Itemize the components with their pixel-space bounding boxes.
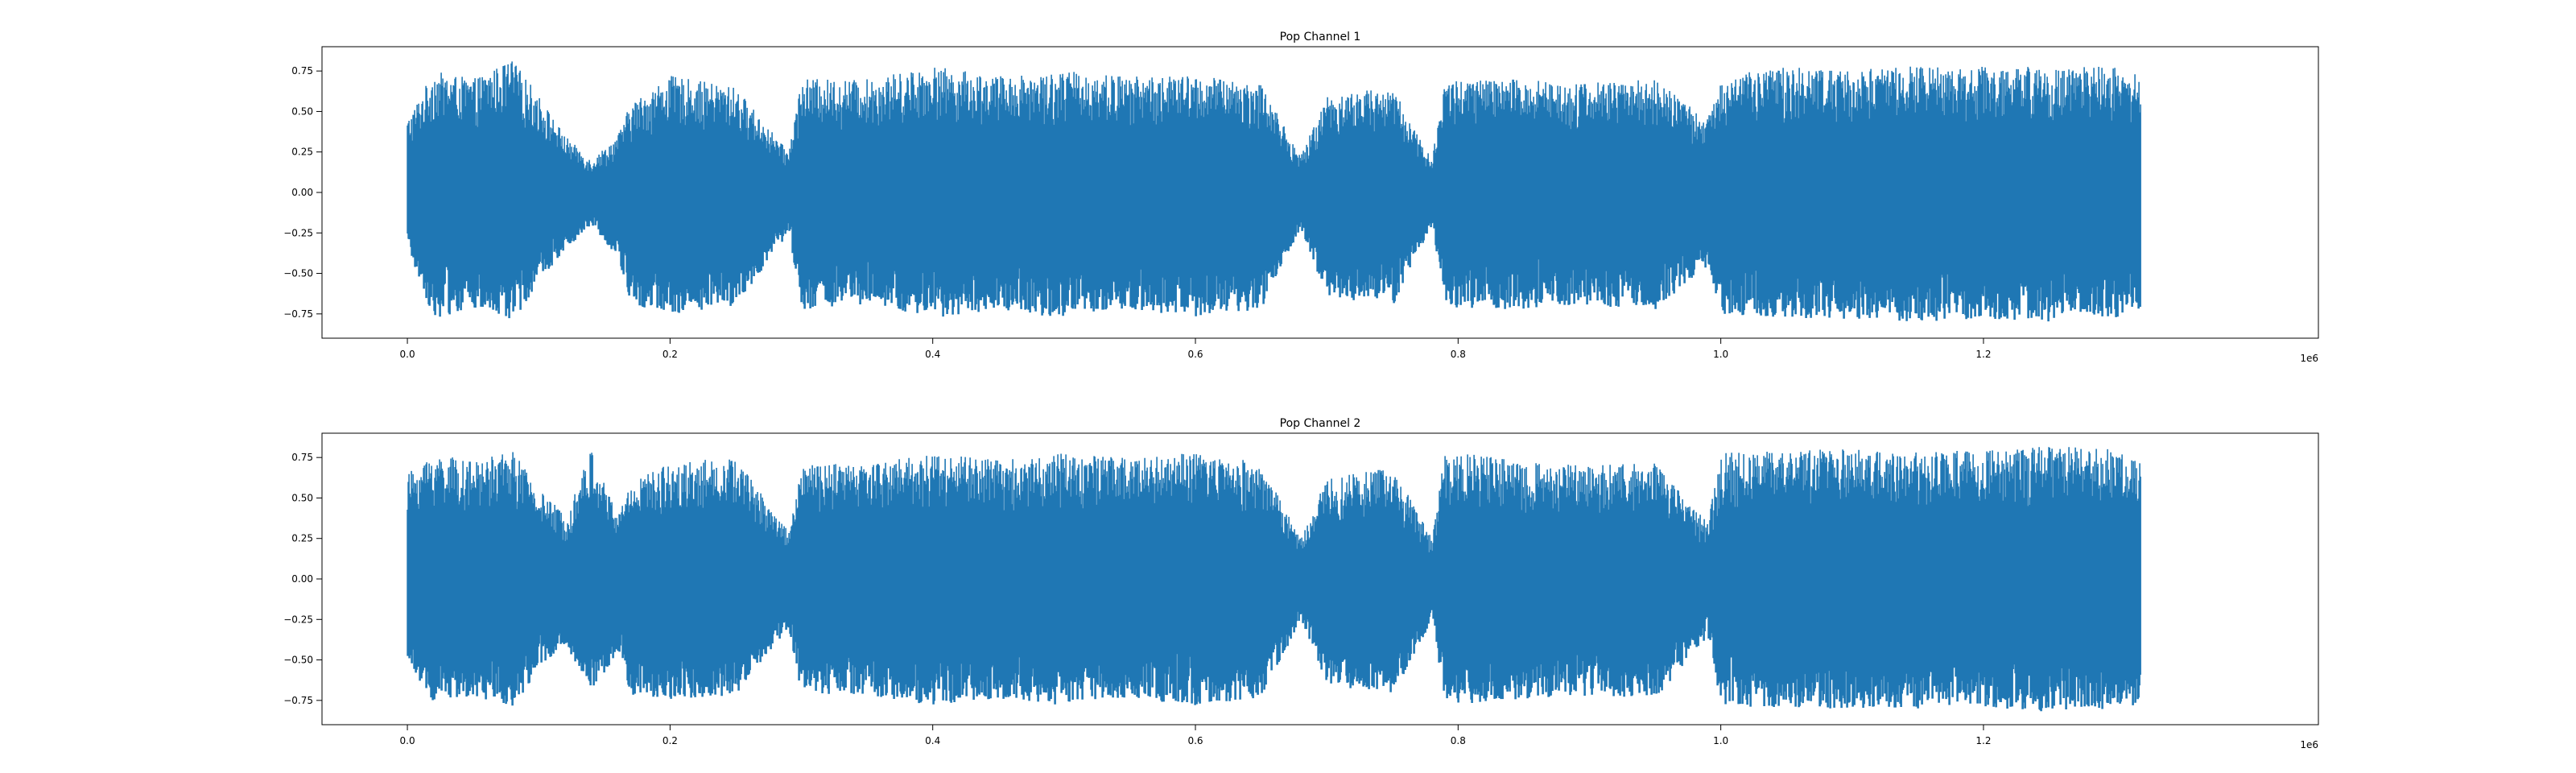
y-tick-label: −0.75 <box>283 695 313 706</box>
y-tick-label: 0.00 <box>291 187 313 198</box>
x-offset-label: 1e6 <box>2300 353 2318 364</box>
y-tick-label: 0.75 <box>291 452 313 463</box>
y-tick-label: 0.25 <box>291 147 313 158</box>
axes: 0.0 0.2 0.4 0.6 0.8 1.0 1.2 0.75 0.50 0.25 0.00 −0.… <box>283 452 1991 746</box>
y-tick-label: 0.25 <box>291 533 313 544</box>
x-tick-label: 1.2 <box>1975 735 1991 746</box>
y-tick-label: −0.50 <box>283 655 313 666</box>
plot-frame <box>321 46 2319 339</box>
y-tick-label: −0.50 <box>283 268 313 279</box>
y-tick-label: 0.50 <box>291 492 313 503</box>
x-tick-label: 0.4 <box>925 735 940 746</box>
x-tick-label: 0.8 <box>1451 349 1466 360</box>
subplot-1: Pop Channel 1 0.0 0.2 0.4 0.6 0.8 1.0 1.20.750… <box>283 31 2319 364</box>
plot-frame <box>321 432 2319 725</box>
y-tick-label: −0.25 <box>283 227 313 238</box>
y-tick-label: −0.75 <box>283 308 313 320</box>
y-tick-label: 0.00 <box>291 573 313 585</box>
subplot-title: Pop Channel 2 <box>1280 417 1361 430</box>
x-tick-label: 1.2 <box>1975 349 1991 360</box>
y-tick-label: 0.75 <box>291 65 313 76</box>
axes: 0.0 0.2 0.4 0.6 0.8 1.0 1.2 0.75 0.50 0.25 0.00 −0.… <box>283 65 1991 360</box>
x-tick-label: 1.0 <box>1713 349 1728 360</box>
y-tick-label: −0.25 <box>283 614 313 625</box>
y-tick-label: 0.50 <box>291 105 313 117</box>
waveform-line <box>407 61 2141 322</box>
x-tick-label: 0.0 <box>400 349 415 360</box>
x-offset-label: 1e6 <box>2300 739 2318 750</box>
subplot-title: Pop Channel 1 <box>1280 31 1361 43</box>
x-tick-label: 0.2 <box>663 735 678 746</box>
waveform-line <box>407 447 2141 712</box>
x-tick-label: 1.0 <box>1713 735 1728 746</box>
subplot-2: Pop Channel 2 0.0 0.2 0.4 0.6 0.8 1.0 1.20.750… <box>283 417 2319 750</box>
x-tick-label: 0.4 <box>925 349 940 360</box>
x-tick-label: 0.6 <box>1187 349 1203 360</box>
x-tick-label: 0.2 <box>663 349 678 360</box>
x-tick-label: 0.6 <box>1187 735 1203 746</box>
waveform-series <box>407 447 2141 712</box>
waveform-series <box>407 61 2141 322</box>
x-tick-label: 0.0 <box>400 735 415 746</box>
x-tick-label: 0.8 <box>1451 735 1466 746</box>
